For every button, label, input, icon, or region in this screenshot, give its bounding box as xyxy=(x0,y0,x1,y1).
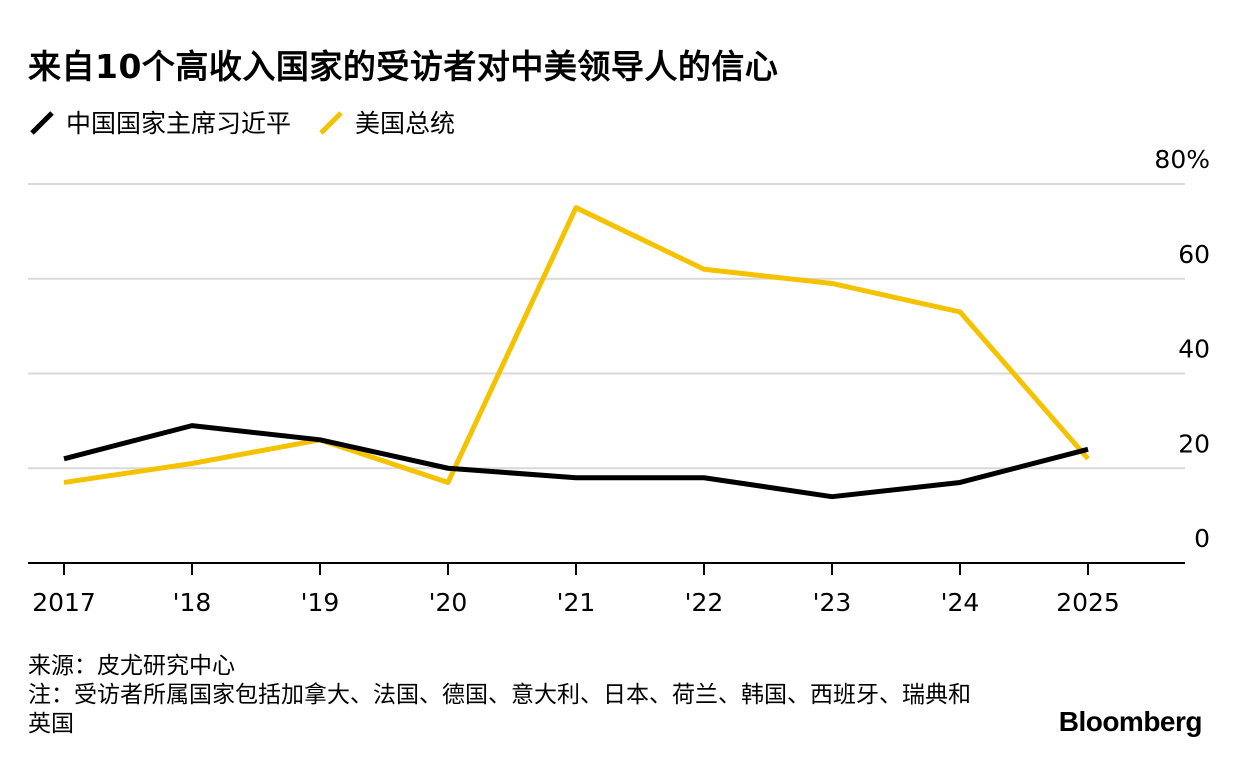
legend: 中国国家主席习近平 美国总统 xyxy=(28,104,481,140)
y-tick-label: 60 xyxy=(1178,240,1210,269)
legend-label-xi: 中国国家主席习近平 xyxy=(66,109,292,138)
x-tick-label: '21 xyxy=(557,588,596,617)
series-line-xi xyxy=(63,423,1089,500)
legend-swatch-us-president xyxy=(319,111,343,135)
legend-swatch-xi xyxy=(30,111,54,135)
x-tick-label: '19 xyxy=(301,588,340,617)
y-tick-label: 20 xyxy=(1178,429,1210,458)
x-tick-label: '24 xyxy=(941,588,980,617)
x-tick-label: 2017 xyxy=(32,588,96,617)
source-note: 来源：皮尤研究中心 xyxy=(28,653,235,679)
y-tick-label: 40 xyxy=(1178,335,1210,364)
line-chart: 0 20 40 60 80% 2017 '18 '19 '20 '21 '22 '23 '24 2025 xyxy=(28,145,1210,617)
x-tick-label: 2025 xyxy=(1056,588,1120,617)
x-tick-label: '18 xyxy=(173,588,212,617)
y-tick-label: 80% xyxy=(1154,145,1210,174)
footer: 来源：皮尤研究中心 注：受访者所属国家包括加拿大、法国、德国、意大利、日本、荷兰… xyxy=(28,652,988,739)
chart-title: 来自10个高收入国家的受访者对中美领导人的信心 xyxy=(28,47,779,86)
x-tick-label: '22 xyxy=(685,588,724,617)
legend-item-xi: 中国国家主席习近平 xyxy=(28,104,291,140)
x-tick-label: '23 xyxy=(813,588,852,617)
legend-label-us-president: 美国总统 xyxy=(355,109,456,138)
bloomberg-logo: Bloomberg xyxy=(1058,706,1203,737)
series-line-us-president xyxy=(63,205,1090,485)
y-tick-label: 0 xyxy=(1194,524,1210,553)
footnote: 注：受访者所属国家包括加拿大、法国、德国、意大利、日本、荷兰、韩国、西班牙、瑞典… xyxy=(28,682,971,737)
x-tick-label: '20 xyxy=(429,588,468,617)
legend-item-us-president: 美国总统 xyxy=(317,104,455,140)
